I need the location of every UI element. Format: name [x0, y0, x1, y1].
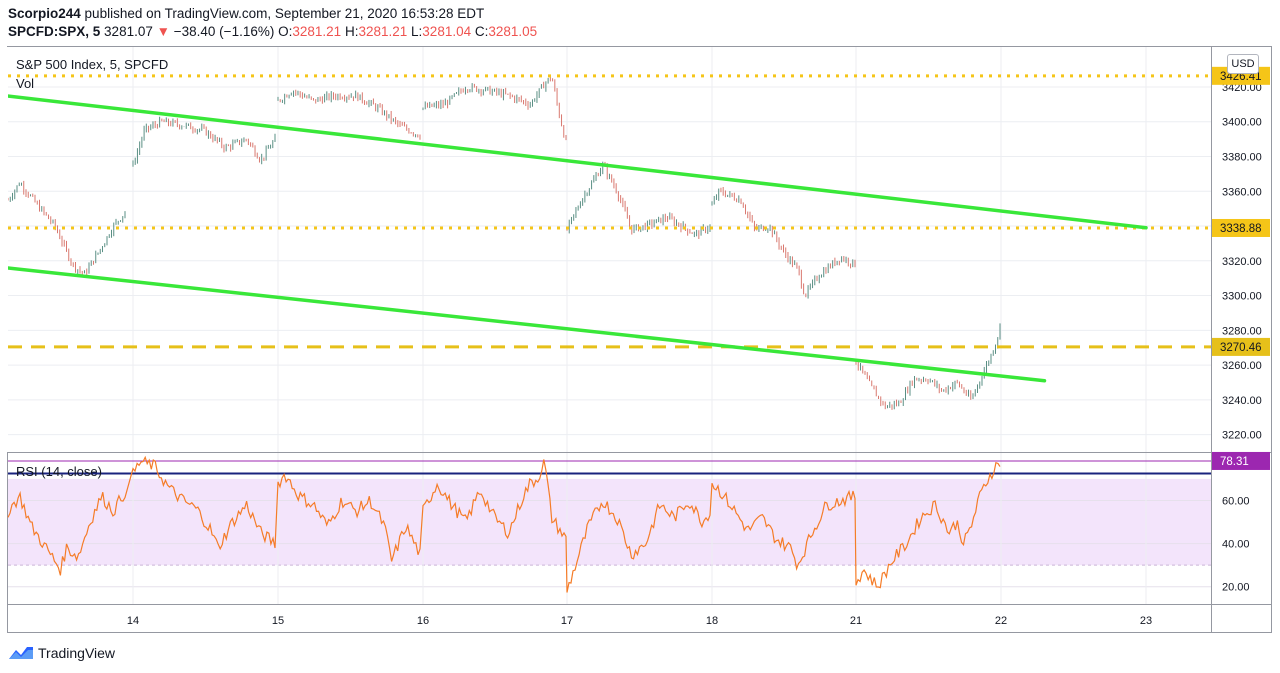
last-price: 3281.07: [104, 24, 153, 39]
tradingview-logo-icon: [9, 647, 33, 659]
footer-brand[interactable]: TradingView: [8, 645, 115, 661]
time-tick-label: 15: [272, 615, 284, 627]
rsi-tick-label: 40.00: [1222, 539, 1250, 551]
price-tick-label: 3300.00: [1222, 291, 1262, 303]
time-tick-label: 21: [850, 615, 862, 627]
rsi-tick-label: 60.00: [1222, 495, 1250, 507]
open-value: 3281.21: [292, 24, 342, 39]
rsi-value-tag: [1212, 451, 1270, 470]
price-tick-label: 3320.00: [1222, 256, 1262, 268]
low-value: 3281.04: [422, 24, 472, 39]
down-arrow-icon: ▼: [156, 24, 170, 39]
level-price-tag: [1212, 218, 1270, 237]
price-tick-label: 3240.00: [1222, 395, 1262, 407]
left-mask: [0, 47, 8, 452]
symbol-info-bar: SPCFD:SPX, 5 3281.07 ▼ −38.40 (−1.16%) O…: [8, 24, 537, 39]
low-label: L:: [411, 24, 423, 39]
trend-line[interactable]: [0, 265, 1047, 383]
time-tick-label: 18: [706, 615, 718, 627]
symbol-label: SPCFD:SPX, 5: [8, 24, 101, 39]
rsi-band: [8, 478, 1211, 566]
price-tick-label: 3420.00: [1222, 82, 1262, 94]
high-value: 3281.21: [358, 24, 408, 39]
publication-info: Scorpio244 published on TradingView.com,…: [8, 6, 484, 21]
time-tick-label: 17: [561, 615, 573, 627]
rsi-value-label: 78.31: [1220, 456, 1249, 468]
volume-legend[interactable]: Vol: [16, 76, 35, 91]
price-tick-label: 3260.00: [1222, 360, 1262, 372]
close-value: 3281.05: [488, 24, 538, 39]
price-tick-label: 3380.00: [1222, 152, 1262, 164]
level-price-tag: [1212, 337, 1270, 356]
currency-badge[interactable]: USD: [1227, 54, 1259, 74]
price-candles: [7, 75, 1001, 410]
high-label: H:: [344, 24, 359, 39]
rsi-line: [7, 455, 1001, 593]
open-label: O:: [278, 24, 293, 39]
time-tick-label: 23: [1140, 615, 1152, 627]
price-change: −38.40 (−1.16%): [173, 24, 275, 39]
rsi-tick-label: 20.00: [1222, 582, 1250, 594]
time-tick-label: 22: [995, 615, 1007, 627]
price-tick-label: 3220.00: [1222, 430, 1262, 442]
price-tick-label: 3360.00: [1222, 186, 1262, 198]
rsi-legend[interactable]: RSI (14, close): [16, 464, 102, 479]
author-name[interactable]: Scorpio244: [8, 6, 81, 21]
close-label: C:: [474, 24, 489, 39]
brand-name: TradingView: [38, 645, 116, 661]
time-tick-label: 16: [417, 615, 429, 627]
chart-legend-title[interactable]: S&P 500 Index, 5, SPCFD: [16, 57, 169, 72]
published-text: published on TradingView.com, September …: [84, 6, 485, 21]
price-tick-label: 3280.00: [1222, 325, 1262, 337]
trend-line[interactable]: [0, 93, 1148, 230]
level-price-label: 3270.46: [1220, 342, 1262, 354]
level-price-label: 3338.88: [1220, 223, 1262, 235]
time-tick-label: 14: [127, 615, 139, 627]
price-tick-label: 3400.00: [1222, 117, 1262, 129]
